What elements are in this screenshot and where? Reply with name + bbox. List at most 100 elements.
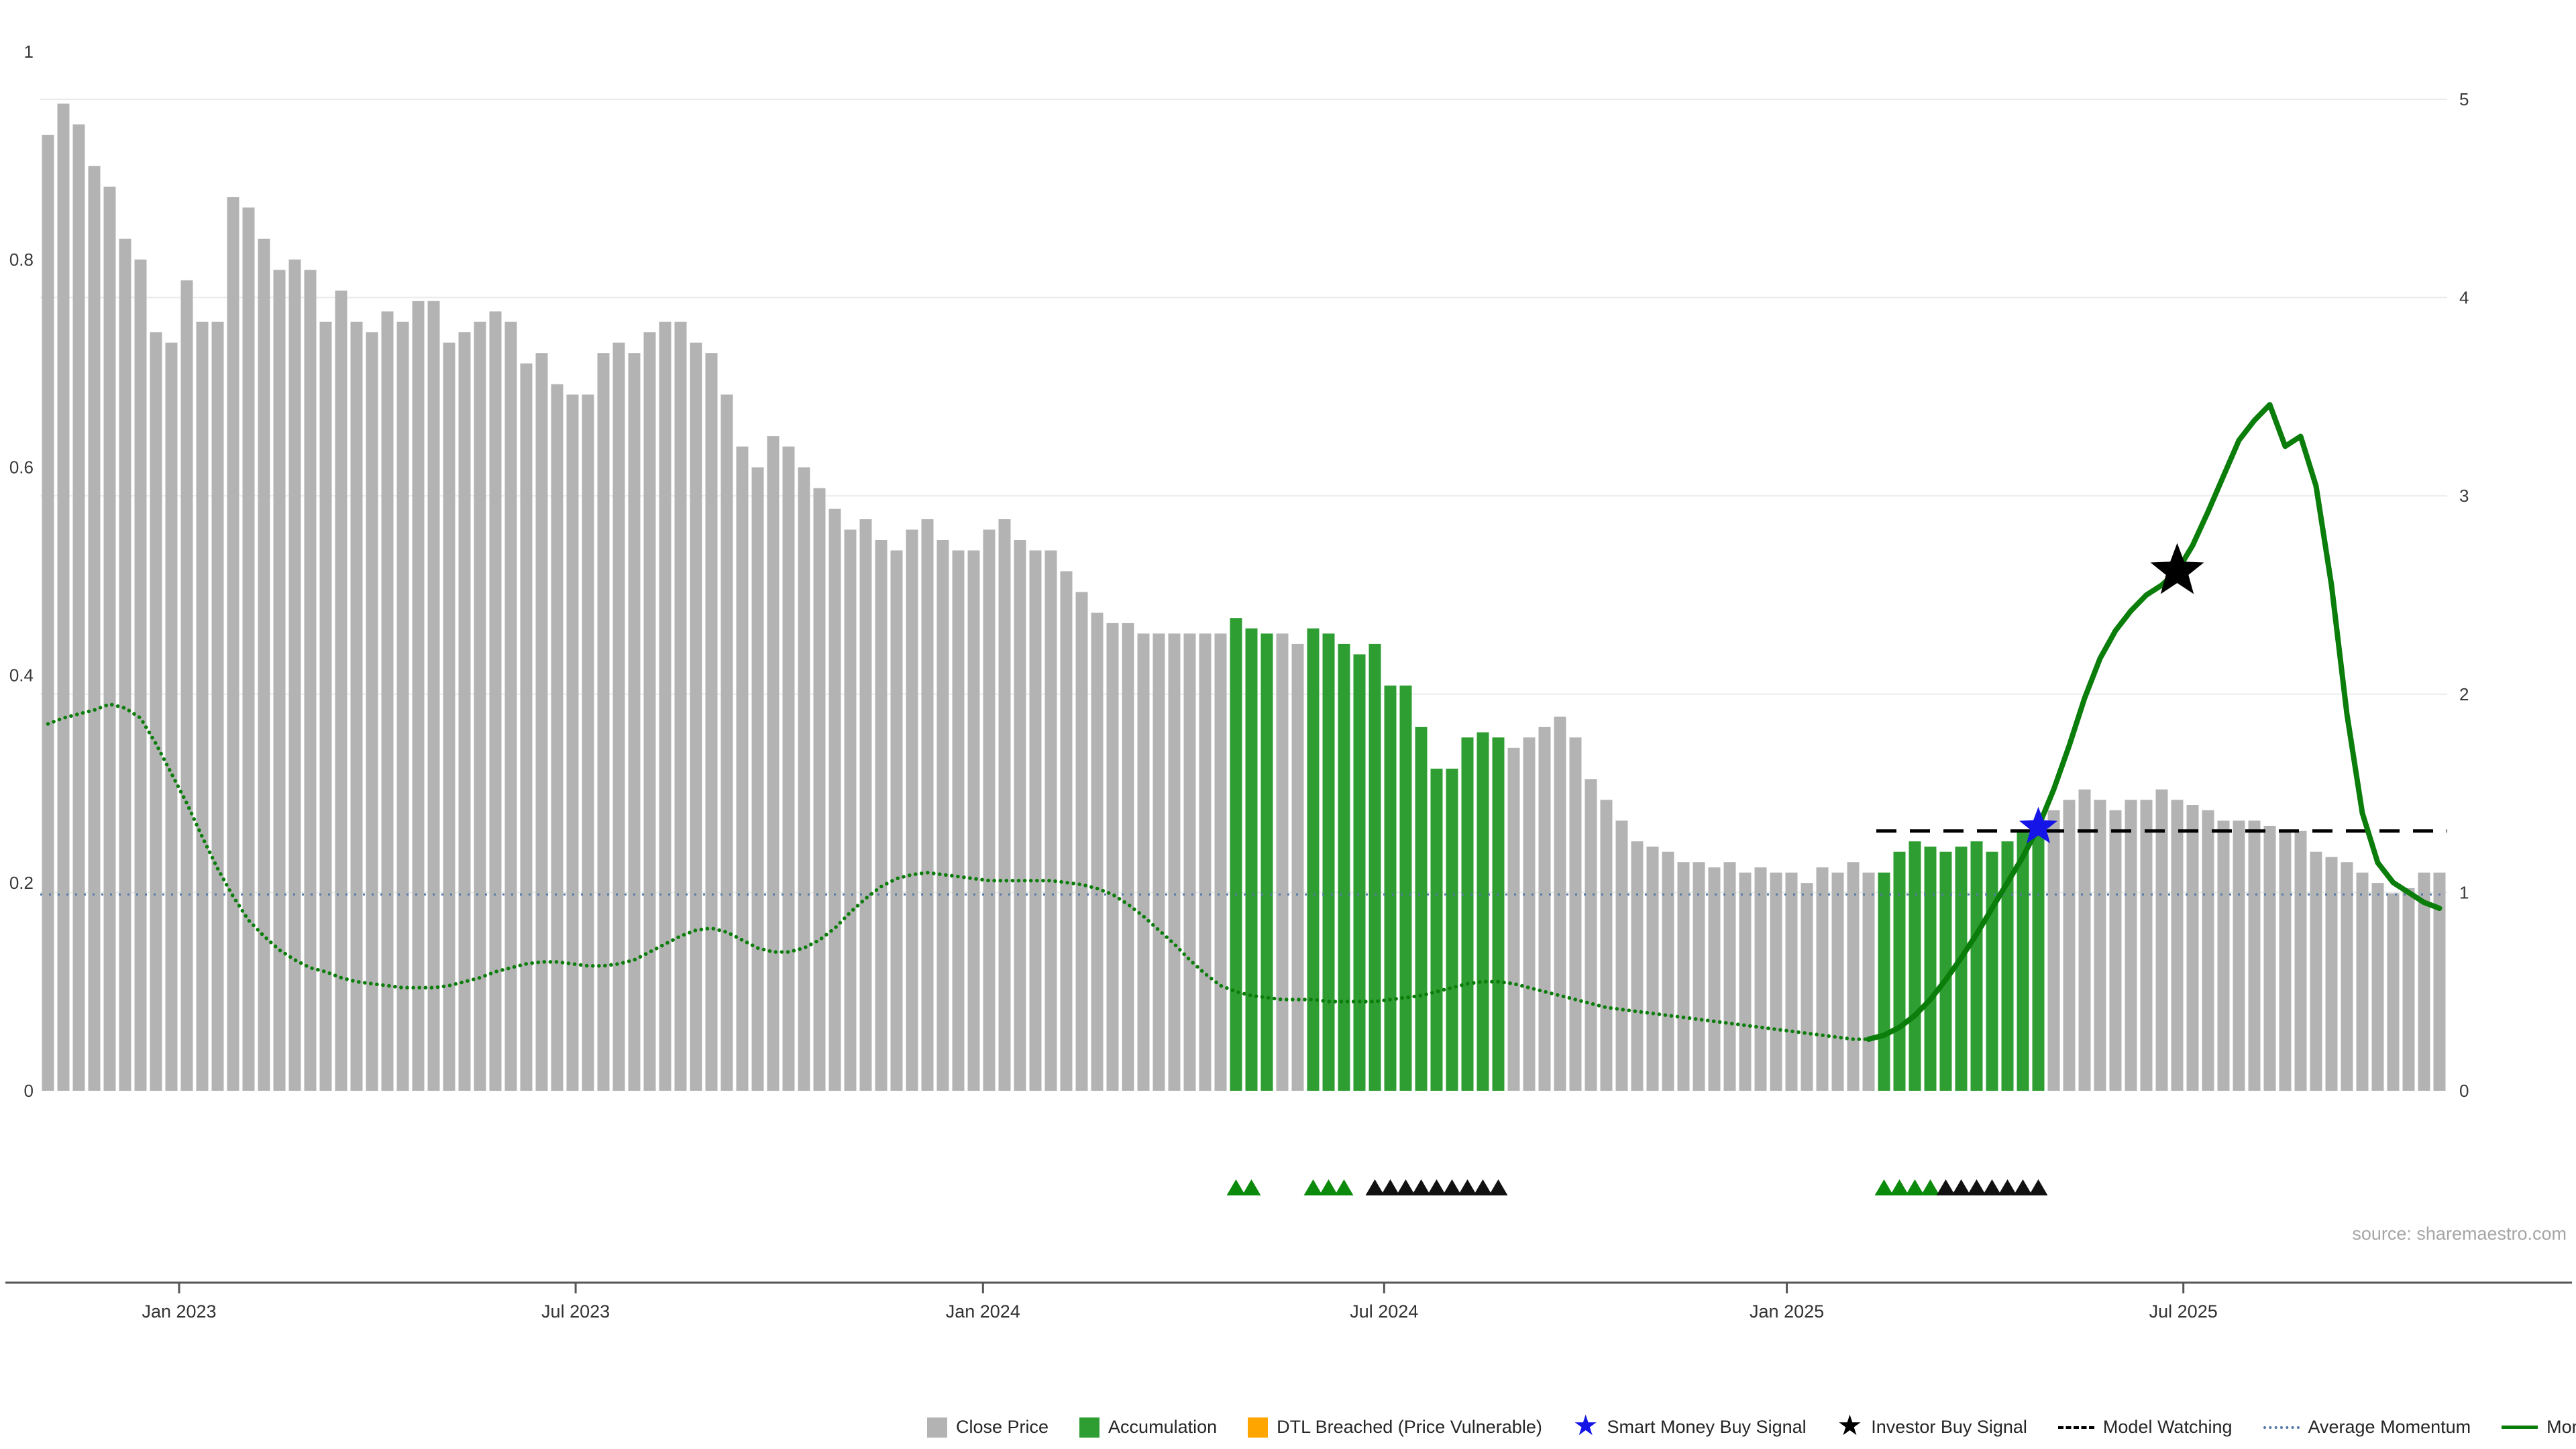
close-price-bar: [366, 332, 378, 1091]
black-triangle: [1967, 1179, 1986, 1195]
accumulation-bar: [1399, 685, 1412, 1091]
black-triangle: [1489, 1179, 1508, 1195]
close-price-bar: [458, 332, 471, 1091]
left-axis-tick-label: 0.2: [9, 873, 34, 893]
close-price-bar: [396, 321, 409, 1091]
close-price-bar: [1554, 716, 1566, 1091]
close-price-bar: [859, 519, 872, 1091]
marker-row: [1226, 1179, 2048, 1195]
close-price-bar: [690, 342, 702, 1091]
x-axis-tick-label: Jul 2024: [1350, 1301, 1418, 1322]
close-price-bar: [1816, 867, 1829, 1091]
legend-item: Momentum Signal: [2502, 1417, 2576, 1438]
close-price-bar: [1060, 571, 1073, 1091]
black-triangle: [1998, 1179, 2017, 1195]
close-price-bar: [103, 186, 116, 1091]
accumulation-bar: [1986, 851, 1998, 1091]
close-price-bar: [1507, 747, 1520, 1091]
legend-star-icon: ★: [1572, 1409, 1599, 1441]
close-price-bar: [720, 394, 733, 1091]
close-price-bar: [998, 519, 1011, 1091]
legend-label: Smart Money Buy Signal: [1607, 1417, 1807, 1437]
close-price-bar: [350, 321, 363, 1091]
accumulation-bar: [1368, 643, 1381, 1091]
x-axis-tick-label: Jan 2023: [142, 1301, 216, 1322]
legend-item: ★ Investor Buy Signal: [1837, 1411, 2027, 1439]
legend-dashed-line-icon: [2057, 1426, 2094, 1429]
close-price-bar: [1785, 872, 1798, 1091]
legend-label: Momentum Signal: [2546, 1417, 2576, 1437]
source-attribution: source: sharemaestro.com: [2352, 1224, 2567, 1244]
close-price-bar: [273, 270, 286, 1091]
accumulation-triangle: [1242, 1179, 1261, 1195]
close-price-bar: [890, 550, 903, 1091]
close-price-bar: [1677, 862, 1690, 1091]
x-axis-tick-label: Jan 2025: [1750, 1301, 1824, 1322]
close-price-bar: [119, 238, 131, 1091]
close-price-bar: [952, 550, 965, 1091]
black-triangle: [1396, 1179, 1415, 1195]
close-price-bar: [304, 270, 317, 1091]
legend-item: Close Price: [927, 1417, 1049, 1438]
close-price-bar: [242, 207, 255, 1091]
close-price-bar: [628, 353, 641, 1091]
close-price-bar: [427, 301, 440, 1091]
close-price-bar: [535, 353, 548, 1091]
accumulation-bar: [1492, 737, 1505, 1091]
right-axis-tick-label: 3: [2459, 486, 2469, 506]
accumulation-bar: [1322, 633, 1335, 1091]
close-price-bar: [1662, 851, 1674, 1091]
black-triangle: [2013, 1179, 2033, 1195]
accumulation-triangle: [1874, 1179, 1894, 1195]
close-price-bar: [1847, 862, 1860, 1091]
close-price-bar: [2094, 800, 2106, 1091]
black-triangle: [1951, 1179, 1971, 1195]
close-price-bar: [674, 321, 687, 1091]
accumulation-bar: [2001, 841, 2014, 1091]
close-price-bar: [1631, 841, 1644, 1091]
close-price-bar: [2356, 872, 2369, 1091]
close-price-bar: [489, 311, 502, 1091]
close-price-bar: [551, 384, 564, 1091]
legend-item: Model Watching: [2057, 1417, 2233, 1438]
close-price-bar: [1739, 872, 1752, 1091]
left-axis-tick-label: 0.4: [9, 665, 34, 685]
accumulation-triangle: [1890, 1179, 1909, 1195]
black-triangle: [1458, 1179, 1477, 1195]
close-price-bar: [906, 529, 918, 1091]
legend-square-swatch: [1079, 1417, 1100, 1438]
accumulation-bar: [1230, 618, 1242, 1091]
close-price-bar: [2310, 851, 2322, 1091]
momentum-line-active: [1866, 402, 2443, 1042]
accumulation-triangle: [1921, 1179, 1940, 1195]
right-axis-tick-label: 2: [2459, 684, 2469, 704]
accumulation-bar: [1430, 768, 1443, 1091]
black-triangle: [1381, 1179, 1400, 1195]
close-price-bar: [1122, 623, 1134, 1091]
close-price-bar: [504, 321, 517, 1091]
close-price-bar: [288, 259, 301, 1091]
close-price-bar: [1723, 862, 1736, 1091]
close-price-bar: [2402, 888, 2415, 1091]
close-price-bar: [1569, 737, 1582, 1091]
close-price-bar: [1708, 867, 1721, 1091]
black-triangle: [1473, 1179, 1493, 1195]
close-price-bars: [42, 103, 2446, 1091]
close-price-bar: [319, 321, 332, 1091]
close-price-bar: [474, 321, 486, 1091]
close-price-bar: [782, 446, 795, 1091]
legend-item: DTL Breached (Price Vulnerable): [1248, 1417, 1542, 1438]
close-price-bar: [2047, 810, 2060, 1091]
close-price-bar: [643, 332, 656, 1091]
close-price-bar: [813, 488, 826, 1091]
close-price-bar: [1044, 550, 1057, 1091]
close-price-bar: [443, 342, 455, 1091]
close-price-bar: [2186, 805, 2199, 1091]
accumulation-bar: [1939, 851, 1952, 1091]
close-price-bar: [335, 290, 347, 1091]
x-axis-tick-label: Jan 2024: [946, 1301, 1020, 1322]
accumulation-bar: [1893, 851, 1906, 1091]
close-price-bar: [2140, 800, 2153, 1091]
close-price-bar: [612, 342, 625, 1091]
accumulation-triangle: [1319, 1179, 1338, 1195]
